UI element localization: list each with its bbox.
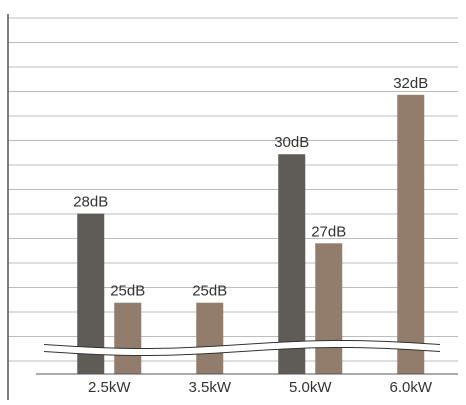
x-tick-label: 3.5kW bbox=[188, 379, 231, 396]
bar-2.5kW-series-2 bbox=[114, 302, 142, 374]
data-label: 27dB bbox=[311, 223, 346, 240]
data-label: 25dB bbox=[192, 283, 227, 300]
x-tick-label: 2.5kW bbox=[88, 379, 131, 396]
break-line-top bbox=[43, 339, 441, 350]
data-labels: 28dB 25dB 25dB 30dB 27dB 32dB bbox=[73, 75, 428, 300]
bar-5.0kW-series-1 bbox=[278, 154, 306, 374]
bar-6.0kW-series-2 bbox=[397, 94, 425, 374]
x-tick-label: 5.0kW bbox=[289, 379, 332, 396]
data-label: 28dB bbox=[73, 194, 108, 211]
data-label: 32dB bbox=[393, 75, 428, 92]
x-tick-label: 6.0kW bbox=[389, 379, 432, 396]
data-label: 25dB bbox=[110, 283, 145, 300]
bars bbox=[77, 94, 425, 374]
break-band bbox=[44, 340, 440, 356]
bar-5.0kW-series-2 bbox=[315, 243, 343, 374]
bar-3.5kW-series-2 bbox=[196, 302, 224, 374]
axis-break bbox=[43, 339, 441, 357]
data-label: 30dB bbox=[274, 134, 309, 151]
break-line-bottom bbox=[43, 346, 441, 357]
gridlines bbox=[8, 17, 458, 362]
x-tick-labels: 2.5kW 3.5kW 5.0kW 6.0kW bbox=[88, 379, 433, 396]
